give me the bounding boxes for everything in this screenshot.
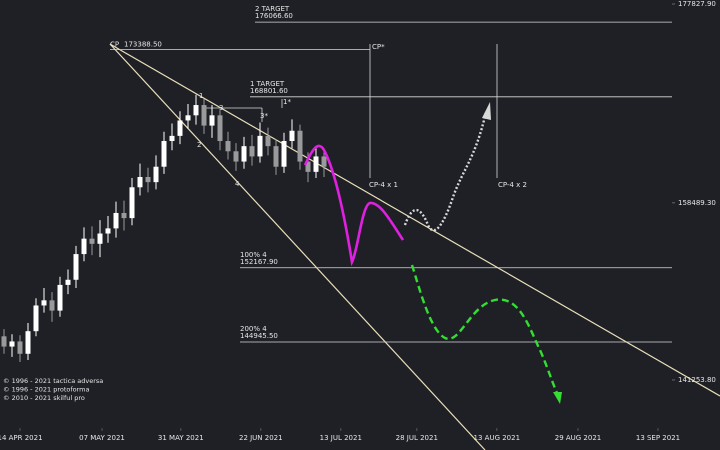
trend-line: [109, 43, 486, 450]
candle-body: [145, 176, 151, 183]
candle-body: [305, 161, 311, 172]
projection-path: [410, 264, 560, 396]
level-label: 173388.50: [124, 41, 162, 49]
x-tick-label: 28 JUL 2021: [396, 434, 438, 442]
level-name: 200% 4: [240, 325, 267, 333]
candle-body: [1, 336, 7, 347]
level-label: 168801.60: [250, 87, 288, 95]
candle-body: [169, 135, 175, 142]
candle-body: [81, 238, 87, 255]
candle-body: [129, 187, 135, 219]
annotation: 2: [197, 141, 201, 149]
x-tick-label: 13 SEP 2021: [636, 434, 680, 442]
level-name: 100% 4: [240, 251, 267, 259]
projections: 1 2 3 3* 1* 4 CP* CP-4 x 1 CP-4 x 2 © 1996 - 2021…: [3, 43, 562, 404]
candle-body: [233, 151, 239, 162]
x-tick-label: 07 MAY 2021: [79, 434, 125, 442]
candle-body: [137, 176, 143, 188]
drawings: [109, 21, 720, 450]
candle-body: [249, 146, 255, 157]
candle-body: [161, 141, 167, 167]
credit: © 1996 - 2021 protoforma: [3, 386, 90, 394]
candle-body: [89, 238, 95, 244]
x-tick-label: 14 APR 2021: [0, 434, 43, 442]
candle-body: [121, 212, 127, 219]
candle-body: [241, 146, 247, 162]
level-name: CP: [110, 41, 119, 49]
annotation: CP-4 x 2: [498, 181, 527, 189]
candle-body: [57, 284, 63, 311]
projection-path: [303, 144, 405, 267]
projection-path: [403, 111, 488, 232]
y-tick-label: 158489.30: [678, 199, 716, 207]
level-name: 2 TARGET: [255, 5, 290, 13]
candle-body: [217, 115, 223, 142]
annotation: 1*: [283, 98, 291, 106]
candle-body: [73, 254, 79, 280]
candle-body: [209, 115, 215, 126]
annotation: 3*: [260, 112, 268, 120]
level-label: 152167.90: [240, 258, 278, 266]
level-label: 176066.60: [255, 12, 293, 20]
candle-body: [9, 341, 15, 347]
candle-body: [193, 105, 199, 116]
candle-body: [17, 341, 23, 354]
candle-body: [25, 331, 31, 354]
candle-body: [33, 305, 39, 332]
arrow-head: [553, 392, 562, 404]
credit: © 2010 - 2021 skilful pro: [3, 394, 85, 402]
candle-body: [201, 105, 207, 126]
candle-body: [185, 115, 191, 121]
candle-body: [289, 130, 295, 142]
trend-line: [109, 43, 720, 397]
candle-body: [225, 141, 231, 152]
x-tick-label: 31 MAY 2021: [158, 434, 204, 442]
candle-body: [297, 130, 303, 162]
annotation: CP-4 x 1: [369, 181, 398, 189]
plot: 14 APR 2021 07 MAY 2021 31 MAY 2021 22 JUN …: [0, 0, 716, 442]
level-name: 1 TARGET: [250, 80, 285, 88]
candle-body: [65, 279, 71, 285]
candle-body: [265, 135, 271, 147]
candle-body: [257, 135, 263, 157]
candle-body: [177, 120, 183, 136]
y-tick-label: 177827.90: [678, 0, 716, 8]
annotation: 1: [199, 92, 203, 100]
level-label: 144945.50: [240, 332, 278, 340]
candle-body: [41, 300, 47, 306]
y-tick-label: 141253.80: [678, 376, 716, 384]
candle-body: [113, 212, 119, 229]
candle-body: [313, 156, 319, 172]
candle-body: [49, 300, 55, 311]
candle-body: [281, 141, 287, 167]
x-tick-label: 13 JUL 2021: [320, 434, 362, 442]
annotation: 4: [235, 180, 240, 188]
candle-body: [97, 233, 103, 244]
arrow-head: [482, 102, 491, 120]
credit: © 1996 - 2021 tactica adversa: [3, 377, 103, 385]
candle-body: [273, 146, 279, 167]
candle-body: [321, 156, 327, 167]
x-tick-label: 29 AUG 2021: [555, 434, 602, 442]
annotation: 3: [219, 104, 223, 112]
annotation: CP*: [372, 43, 385, 51]
x-tick-label: 22 JUN 2021: [239, 434, 283, 442]
candle-body: [153, 166, 159, 183]
candle-body: [105, 228, 111, 234]
x-tick-label: 13 AUG 2021: [474, 434, 521, 442]
